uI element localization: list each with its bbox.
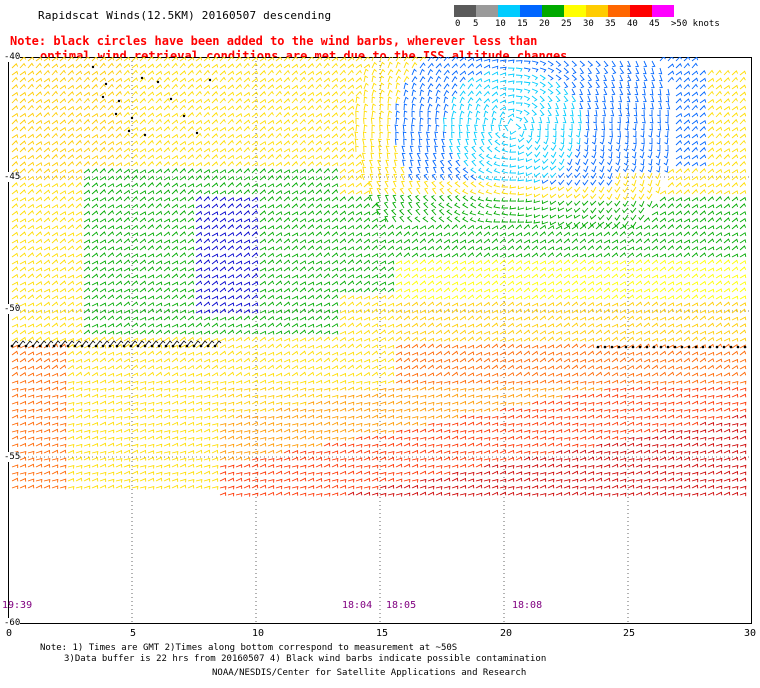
legend-label: 5 xyxy=(473,19,478,29)
time-label-1: 19:39 xyxy=(2,600,32,611)
legend-swatch xyxy=(564,5,586,17)
footer-note-2: 3)Data buffer is 22 hrs from 20160507 4)… xyxy=(64,654,546,664)
lat-label-50: -50 xyxy=(4,304,20,314)
legend-swatch xyxy=(476,5,498,17)
lon-label-25: 25 xyxy=(623,628,635,639)
footer-credit: NOAA/NESDIS/Center for Satellite Applica… xyxy=(212,668,526,678)
time-label-3: 18:05 xyxy=(386,600,416,611)
footer-note-1: Note: 1) Times are GMT 2)Times along bot… xyxy=(40,643,457,653)
lat-label-55: -55 xyxy=(4,452,20,462)
legend-label: >50 knots xyxy=(671,19,720,29)
lat-label-40: -40 xyxy=(4,52,20,62)
speed-color-legend xyxy=(454,5,674,17)
wind-map-page: Rapidscat Winds(12.5KM) 20160507 descend… xyxy=(0,0,760,688)
legend-label: 20 xyxy=(539,19,550,29)
legend-swatch xyxy=(542,5,564,17)
time-label-4: 18:08 xyxy=(512,600,542,611)
lon-label-20: 20 xyxy=(500,628,512,639)
legend-swatch xyxy=(454,5,476,17)
map-title: Rapidscat Winds(12.5KM) 20160507 descend… xyxy=(38,9,331,22)
legend-label: 30 xyxy=(583,19,594,29)
lon-label-30: 30 xyxy=(744,628,756,639)
lat-label-45: -45 xyxy=(4,172,20,182)
legend-label: 25 xyxy=(561,19,572,29)
legend-label: 15 xyxy=(517,19,528,29)
lon-label-5: 5 xyxy=(130,628,136,639)
legend-label: 35 xyxy=(605,19,616,29)
legend-swatch xyxy=(586,5,608,17)
legend-label: 45 xyxy=(649,19,660,29)
legend-swatch xyxy=(652,5,674,17)
lon-label-10: 10 xyxy=(252,628,264,639)
legend-swatch xyxy=(498,5,520,17)
lat-label-60: -60 xyxy=(4,618,20,628)
lon-label-15: 15 xyxy=(376,628,388,639)
legend-label: 10 xyxy=(495,19,506,29)
wind-barbs xyxy=(12,57,746,497)
speed-legend-labels: 0 5 10 15 20 25 30 35 40 45 >50 knots xyxy=(454,19,754,31)
legend-swatch xyxy=(520,5,542,17)
wind-barb-map xyxy=(8,57,752,624)
time-label-2: 18:04 xyxy=(342,600,372,611)
lon-label-0: 0 xyxy=(6,628,12,639)
note-line-1: Note: black circles have been added to t… xyxy=(10,34,537,48)
legend-swatch xyxy=(608,5,630,17)
legend-label: 0 xyxy=(455,19,460,29)
legend-swatch xyxy=(630,5,652,17)
legend-label: 40 xyxy=(627,19,638,29)
